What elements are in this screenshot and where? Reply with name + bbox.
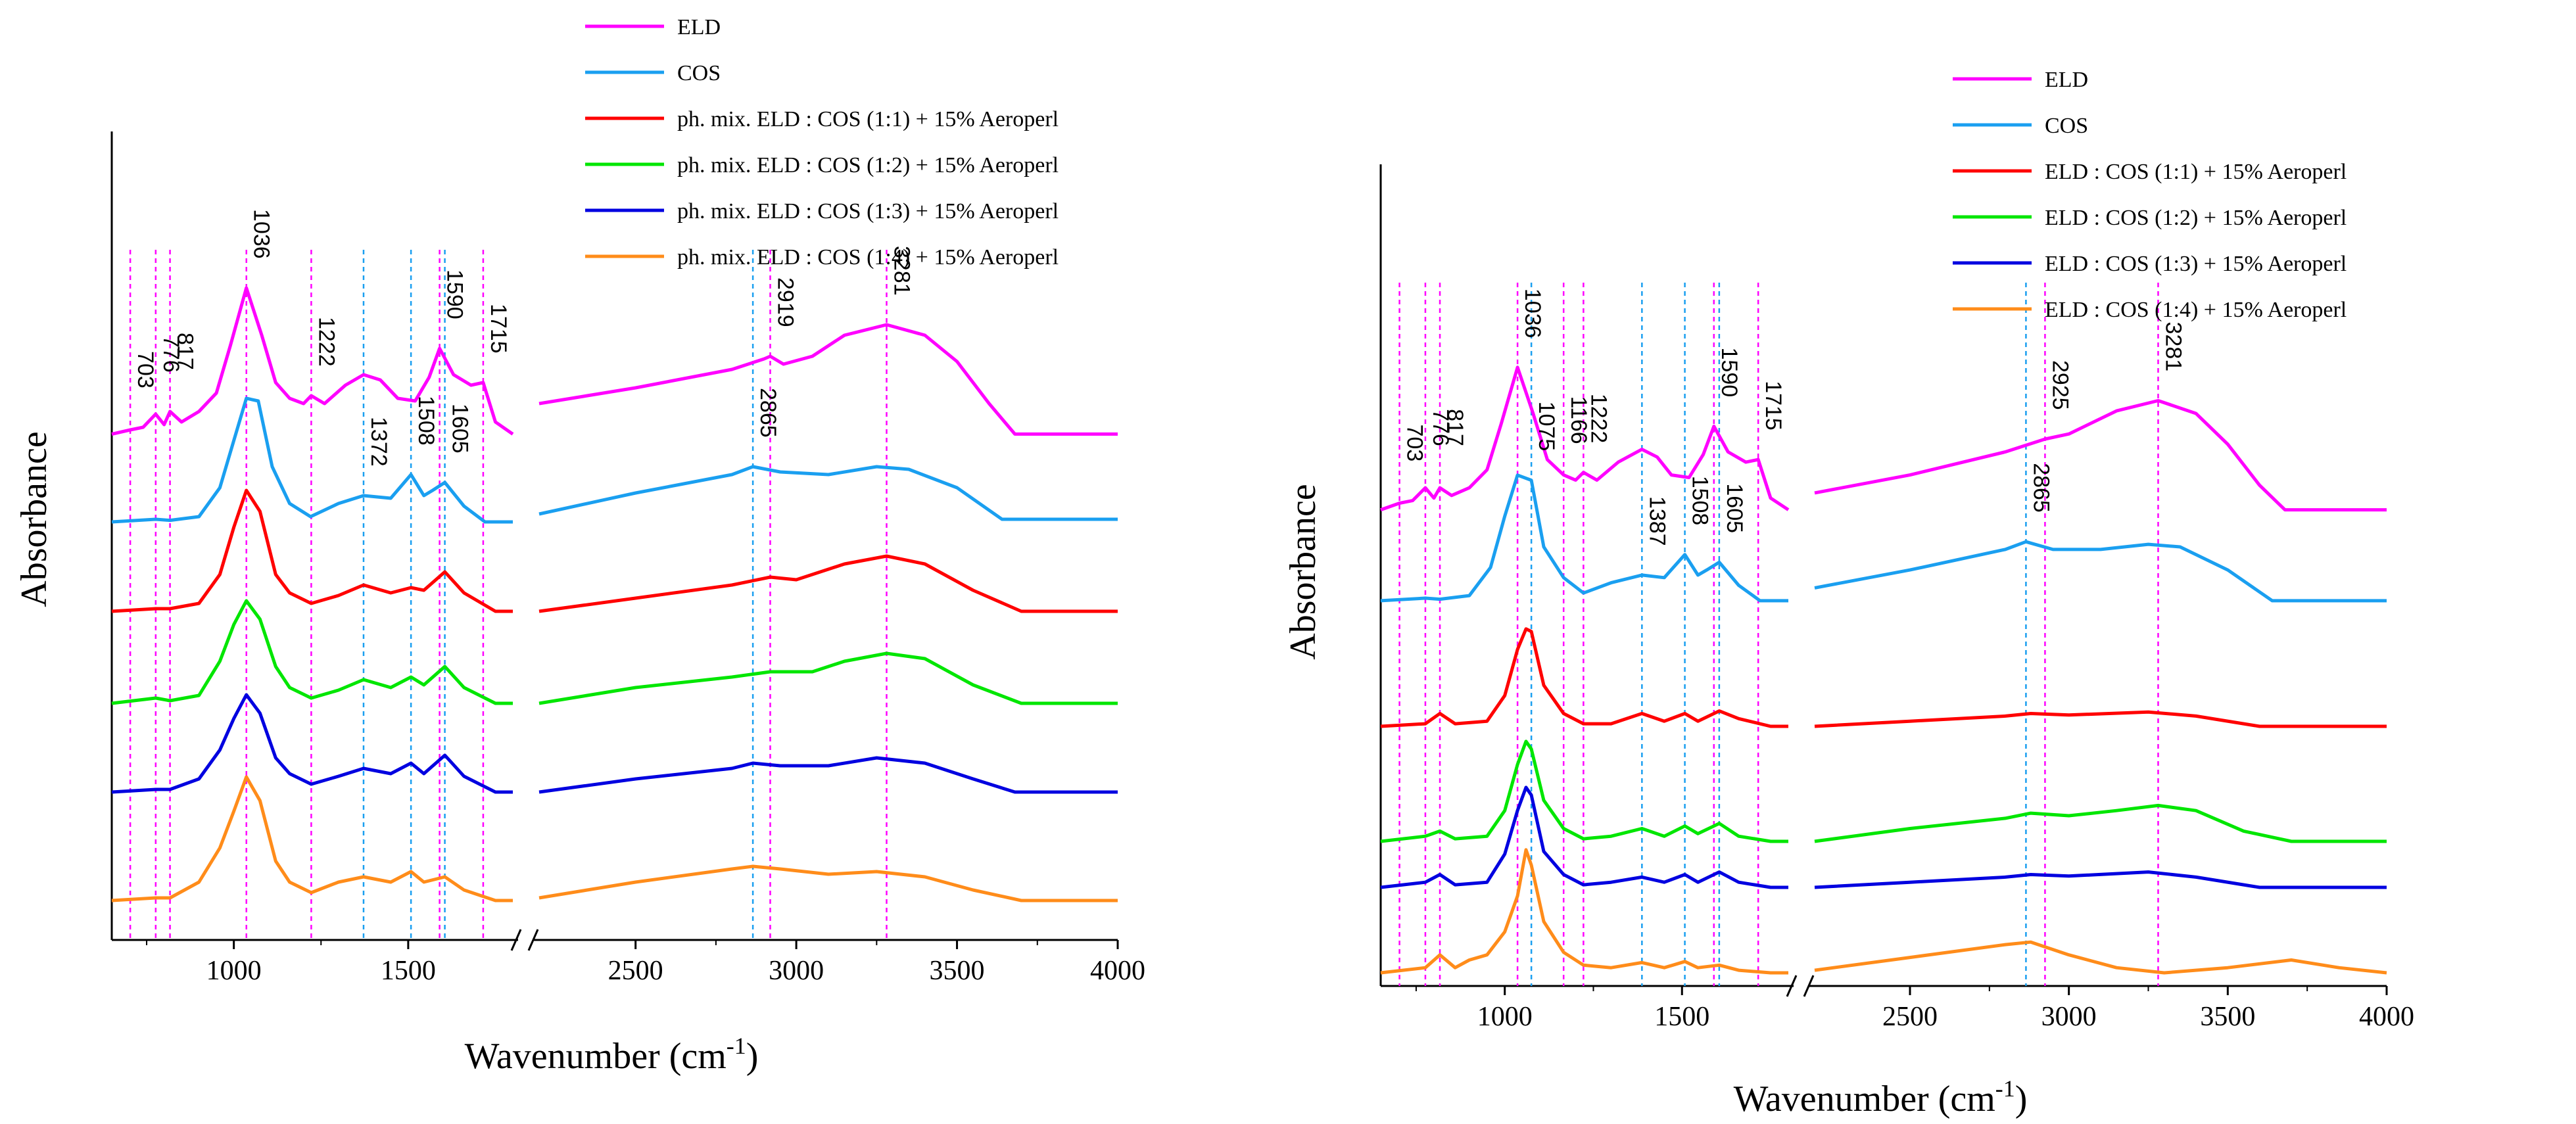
peak-label: 776 xyxy=(1428,409,1453,446)
legend-label: ph. mix. ELD : COS (1:1) + 15% Aeroperl xyxy=(677,107,1059,131)
x-tick-label: 2500 xyxy=(608,956,663,986)
series-line-4 xyxy=(111,599,513,705)
series-line-4 xyxy=(1814,803,2387,843)
legend-label: ELD xyxy=(677,15,721,39)
legend-label: ELD : COS (1:4) + 15% Aeroperl xyxy=(2045,298,2347,322)
peak-label: 1715 xyxy=(486,304,511,354)
peak-label: 1508 xyxy=(414,396,439,446)
legend-label: ph. mix. ELD : COS (1:4) + 15% Aeroperl xyxy=(677,245,1059,269)
peak-label: 2919 xyxy=(773,277,798,327)
x-tick-label: 1000 xyxy=(1477,1002,1533,1032)
axis-break-mark xyxy=(1786,975,1798,997)
series-line-6 xyxy=(538,864,1118,902)
legend-label: COS xyxy=(2045,114,2088,138)
x-tick-label: 2500 xyxy=(1882,1002,1938,1032)
series-line-1 xyxy=(538,323,1118,436)
series-line-6 xyxy=(1814,940,2387,975)
series-line-2 xyxy=(1380,473,1788,603)
peak-label: 1605 xyxy=(1722,483,1747,533)
series-line-4 xyxy=(1380,739,1788,843)
x-tick-label: 3000 xyxy=(2041,1002,2097,1032)
peak-label: 1166 xyxy=(1566,396,1591,444)
peak-label: 1590 xyxy=(1717,348,1742,398)
peak-label: 703 xyxy=(1402,425,1427,462)
series-line-6 xyxy=(111,775,513,902)
x-tick-label: 4000 xyxy=(2359,1002,2414,1032)
peak-label: 1036 xyxy=(249,209,274,259)
x-tick-label: 1000 xyxy=(206,956,262,986)
legend-label: ELD xyxy=(2045,68,2088,92)
legend-label: ph. mix. ELD : COS (1:3) + 15% Aeroperl xyxy=(677,199,1059,223)
series-line-3 xyxy=(111,488,513,613)
series-line-2 xyxy=(538,465,1118,521)
x-tick-label: 1500 xyxy=(381,956,436,986)
x-axis-title: Wavenumber (cm-1) xyxy=(465,1033,759,1077)
x-tick-label: 3500 xyxy=(930,956,985,986)
peak-label: 2865 xyxy=(755,388,780,438)
legend-label: ELD : COS (1:3) + 15% Aeroperl xyxy=(2045,252,2347,276)
peak-label: 817 xyxy=(173,333,198,370)
axis-break-mark xyxy=(510,929,522,951)
peak-label: 776 xyxy=(158,335,183,373)
series-line-3 xyxy=(1814,710,2387,728)
x-tick-label: 3500 xyxy=(2200,1002,2255,1032)
legend-label: ELD : COS (1:1) + 15% Aeroperl xyxy=(2045,160,2347,184)
series-line-2 xyxy=(1814,540,2387,603)
peak-label: 1508 xyxy=(1688,476,1713,526)
peak-label: 1715 xyxy=(1761,381,1786,431)
series-line-6 xyxy=(1380,848,1788,975)
peak-label: 2925 xyxy=(2047,360,2072,410)
peak-label: 1387 xyxy=(1644,496,1669,546)
axis-break-mark xyxy=(527,929,539,951)
series-line-1 xyxy=(111,286,514,436)
axis-break-mark xyxy=(1803,975,1815,997)
peak-label: 1605 xyxy=(448,404,473,454)
series-line-4 xyxy=(538,651,1118,705)
peak-label: 2865 xyxy=(2028,463,2053,513)
peak-label: 703 xyxy=(133,351,158,388)
legend-label: ph. mix. ELD : COS (1:2) + 15% Aeroperl xyxy=(677,153,1059,177)
x-tick-label: 3000 xyxy=(769,956,824,986)
y-axis-title: Absorbance xyxy=(14,431,55,607)
peak-label: 3281 xyxy=(889,246,914,296)
peak-label: 1036 xyxy=(1520,289,1545,339)
series-line-1 xyxy=(1380,365,1790,511)
series-line-5 xyxy=(111,693,513,794)
series-line-1 xyxy=(1814,399,2387,512)
series-line-5 xyxy=(1380,785,1788,889)
peak-label: 3281 xyxy=(2160,322,2185,372)
legend-label: ELD : COS (1:2) + 15% Aeroperl xyxy=(2045,206,2347,230)
legend-label: COS xyxy=(677,61,721,85)
peak-label: 1372 xyxy=(366,417,391,467)
peak-label: 1075 xyxy=(1534,402,1559,452)
peak-label: 1222 xyxy=(1586,394,1611,444)
series-line-5 xyxy=(538,756,1118,794)
series-line-3 xyxy=(1380,627,1788,728)
peak-label: 817 xyxy=(1443,409,1467,446)
y-axis-title: Absorbance xyxy=(1283,484,1324,659)
x-axis-title: Wavenumber (cm-1) xyxy=(1734,1075,2028,1119)
peak-label: 1222 xyxy=(314,317,339,367)
peak-label: 1590 xyxy=(442,269,467,319)
series-line-3 xyxy=(538,554,1118,613)
series-line-5 xyxy=(1814,870,2387,889)
x-tick-label: 1500 xyxy=(1654,1002,1709,1032)
x-tick-label: 4000 xyxy=(1090,956,1145,986)
series-line-2 xyxy=(111,396,513,524)
